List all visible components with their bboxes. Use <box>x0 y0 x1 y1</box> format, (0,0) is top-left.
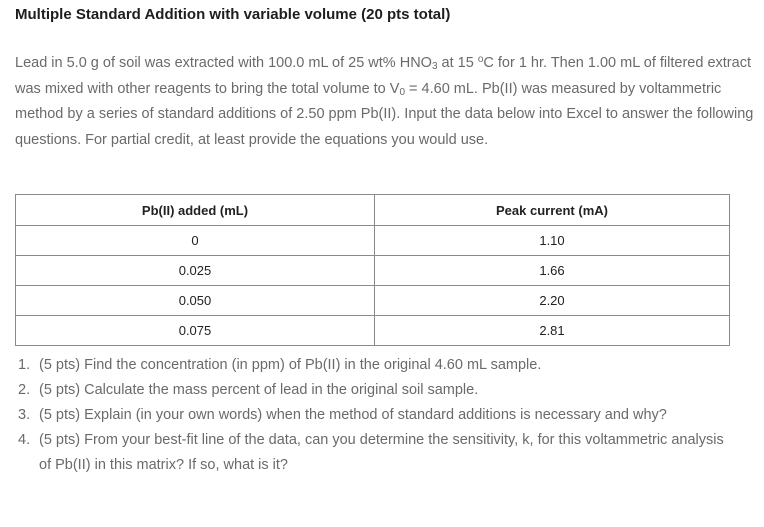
table-cell-pb-added: 0 <box>15 225 375 256</box>
question-number: 4. <box>18 432 31 448</box>
description-text-4: = 4.60 mL. Pb(II) was measured by voltam… <box>15 80 754 148</box>
table-row: 0 1.10 <box>15 225 730 256</box>
question-text: (5 pts) Find the concentration (in ppm) … <box>39 357 542 373</box>
table-cell-peak-current: 2.81 <box>374 315 730 346</box>
table-header-row: Pb(II) added (mL) Peak current (mA) <box>15 194 730 226</box>
question-item: 3. (5 pts) Explain (in your own words) w… <box>18 403 738 428</box>
table-cell-pb-added: 0.025 <box>15 255 375 286</box>
description-text-3: C for 1 hr. Then 1.00 mL of filtered ext… <box>15 55 751 97</box>
column-header-peak-current: Peak current (mA) <box>374 194 730 226</box>
question-text: (5 pts) Calculate the mass percent of le… <box>39 382 479 398</box>
question-list: 1. (5 pts) Find the concentration (in pp… <box>18 353 738 478</box>
column-header-pb-added: Pb(II) added (mL) <box>15 194 375 226</box>
degree-superscript: o <box>477 54 484 65</box>
table-cell-peak-current: 1.66 <box>374 255 730 286</box>
table-cell-pb-added: 0.050 <box>15 285 375 316</box>
question-item: 4. (5 pts) From your best-fit line of th… <box>18 428 738 478</box>
question-item: 1. (5 pts) Find the concentration (in pp… <box>18 353 738 378</box>
problem-description: Lead in 5.0 g of soil was extracted with… <box>15 51 755 153</box>
description-text-2: at 15 <box>437 55 478 71</box>
table-cell-pb-added: 0.075 <box>15 315 375 346</box>
table-cell-peak-current: 1.10 <box>374 225 730 256</box>
table-row: 0.050 2.20 <box>15 285 730 316</box>
question-number: 3. <box>18 407 31 423</box>
question-number: 2. <box>18 382 31 398</box>
data-table: Pb(II) added (mL) Peak current (mA) 0 1.… <box>15 194 730 346</box>
question-text: (5 pts) Explain (in your own words) when… <box>39 407 667 423</box>
hno3-subscript: 3 <box>431 61 438 72</box>
table-row: 0.025 1.66 <box>15 255 730 286</box>
question-number: 1. <box>18 357 31 373</box>
table-cell-peak-current: 2.20 <box>374 285 730 316</box>
description-text-1: Lead in 5.0 g of soil was extracted with… <box>15 55 432 71</box>
table-row: 0.075 2.81 <box>15 315 730 346</box>
problem-title: Multiple Standard Addition with variable… <box>15 6 451 23</box>
question-item: 2. (5 pts) Calculate the mass percent of… <box>18 378 738 403</box>
v0-subscript: 0 <box>399 86 406 98</box>
question-text: (5 pts) From your best-fit line of the d… <box>39 432 724 473</box>
